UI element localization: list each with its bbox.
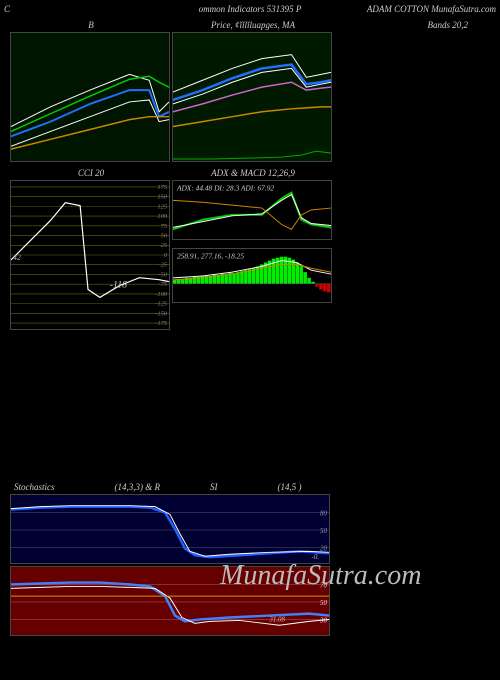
panel-price <box>172 32 332 162</box>
panel-adx-title: ADX & MACD 12,26,9 <box>172 166 334 180</box>
svg-text:50: 50 <box>320 528 328 535</box>
stoch-title-left: Stochastics <box>14 482 55 492</box>
panel-cci-title: CCI 20 <box>10 166 172 180</box>
panel-cci: 1751501251007550250-25-50-75-100-125-150… <box>10 180 170 330</box>
svg-text:-75: -75 <box>158 281 167 288</box>
svg-text:150: 150 <box>157 194 167 201</box>
svg-text:30: 30 <box>319 617 328 624</box>
header-mid: ommon Indicators 531395 P <box>168 4 332 14</box>
header-right: ADAM COTTON MunafaSutra.com <box>332 4 496 14</box>
svg-text:75: 75 <box>161 223 168 230</box>
svg-text:80: 80 <box>320 510 328 517</box>
stoch-title-mid: (14,3,3) & R <box>115 482 161 492</box>
panel-macd: 258.91, 277.16, -18.25 <box>172 248 332 303</box>
panel-bbands <box>10 32 170 162</box>
svg-text:50: 50 <box>161 233 168 240</box>
svg-text:-0.: -0. <box>312 554 320 561</box>
panel-b-title: B <box>10 18 172 32</box>
svg-text:31.08: 31.08 <box>268 616 285 623</box>
svg-text:42: 42 <box>13 253 21 262</box>
svg-text:-50: -50 <box>158 271 167 278</box>
svg-text:-150: -150 <box>155 310 168 317</box>
svg-text:ADX: 44.48 DI: 28.3 ADI:: ADX: 44.48 DI: 28.3 ADI: 67.92 <box>176 184 275 193</box>
svg-text:-175: -175 <box>155 320 168 327</box>
svg-text:258.91, 277.16, -18.25: 258.91, 277.16, -18.25 <box>177 252 244 261</box>
svg-text:50: 50 <box>320 600 328 607</box>
svg-text:-25: -25 <box>158 262 167 269</box>
stoch-title-si: SI <box>210 482 218 492</box>
chart-header: C ommon Indicators 531395 P ADAM COTTON … <box>0 0 500 18</box>
svg-text:20: 20 <box>320 545 328 552</box>
svg-text:175: 175 <box>157 184 167 191</box>
panel-stochastics: 80 50 20-0. <box>10 494 330 564</box>
svg-text:100: 100 <box>157 213 167 220</box>
svg-text:-100: -100 <box>155 291 168 298</box>
svg-text:-118: -118 <box>110 280 127 291</box>
svg-text:-125: -125 <box>155 301 168 308</box>
bands-label: Bands 20,2 <box>334 18 472 32</box>
stoch-title-right: (14,5 ) <box>278 482 302 492</box>
header-left: C <box>4 4 168 14</box>
svg-text:70: 70 <box>320 582 328 589</box>
svg-text:125: 125 <box>157 203 167 210</box>
svg-text:25: 25 <box>161 242 168 249</box>
panel-rsi: 70 50 30 31.08 <box>10 566 330 636</box>
panel-price-title: Price, ȼǐǐlǐlиapges, MA <box>172 18 334 32</box>
panel-adx: ADX: 44.48 DI: 28.3 ADI: 67.92 <box>172 180 332 240</box>
